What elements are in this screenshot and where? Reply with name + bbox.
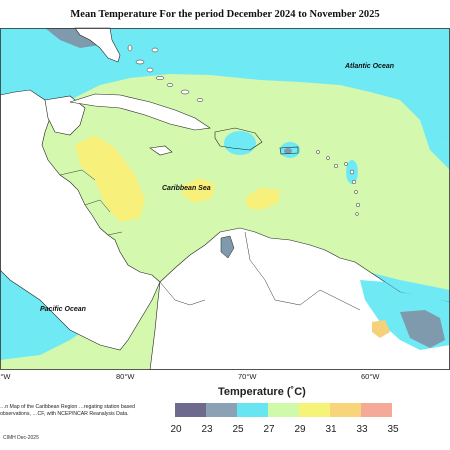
legend-swatch-20-23	[175, 403, 206, 417]
map-footnote: …n Map of the Caribbean Region …regating…	[0, 404, 135, 417]
pacific-ocean-label: Pacific Ocean	[40, 306, 86, 313]
guianas-warm	[372, 320, 390, 338]
map-title: Mean Temperature For the period December…	[70, 9, 380, 20]
legend-value-29: 29	[294, 424, 306, 435]
legend-swatch-29-31	[299, 403, 330, 417]
florida	[74, 27, 121, 63]
warm-patch-central	[183, 178, 215, 203]
lesser-antilles	[316, 150, 361, 216]
puerto-rico-cold	[284, 148, 292, 154]
bahamas	[127, 44, 204, 102]
jamaica	[149, 145, 173, 156]
cuba	[69, 93, 211, 131]
legend-value-27: 27	[263, 424, 275, 435]
longitude-tick-70w: 70°W	[238, 372, 257, 381]
central-america	[0, 89, 161, 351]
longitude-tick-90w: 90°W	[0, 372, 11, 381]
hispaniola	[214, 127, 263, 151]
legend-value-20: 20	[170, 424, 182, 435]
legend-value-33: 33	[356, 424, 368, 435]
country-borders	[59, 169, 361, 311]
longitude-tick-60w: 60°W	[361, 372, 380, 381]
hispaniola-cool	[224, 131, 256, 155]
temperature-map	[0, 27, 450, 370]
atlantic-ocean-label: Atlantic Ocean	[345, 63, 395, 70]
warm-patch-south	[245, 188, 280, 210]
legend-value-25: 25	[232, 424, 244, 435]
lake-maracaibo	[220, 235, 235, 259]
legend-swatch-25-27	[237, 403, 268, 417]
legend-title: Temperature (˚C)	[218, 386, 306, 398]
legend-swatch-33-35	[361, 403, 392, 417]
longitude-tick-80w: 80°W	[116, 372, 135, 381]
south-america	[149, 227, 450, 370]
map-credit: CIMH Dec-2025	[3, 435, 39, 441]
yucatan	[44, 95, 86, 136]
guianas-cold	[400, 310, 445, 348]
legend-swatch-23-25	[206, 403, 237, 417]
legend-swatch-27-29	[268, 403, 299, 417]
legend-value-35: 35	[387, 424, 399, 435]
puerto-rico	[279, 146, 299, 155]
legend-swatch-31-33	[330, 403, 361, 417]
legend-value-31: 31	[325, 424, 337, 435]
legend-value-23: 23	[201, 424, 213, 435]
warm-patch-west	[75, 135, 145, 222]
ocean-25-27-east	[430, 140, 450, 170]
caribbean-sea-label: Caribbean Sea	[162, 185, 211, 192]
